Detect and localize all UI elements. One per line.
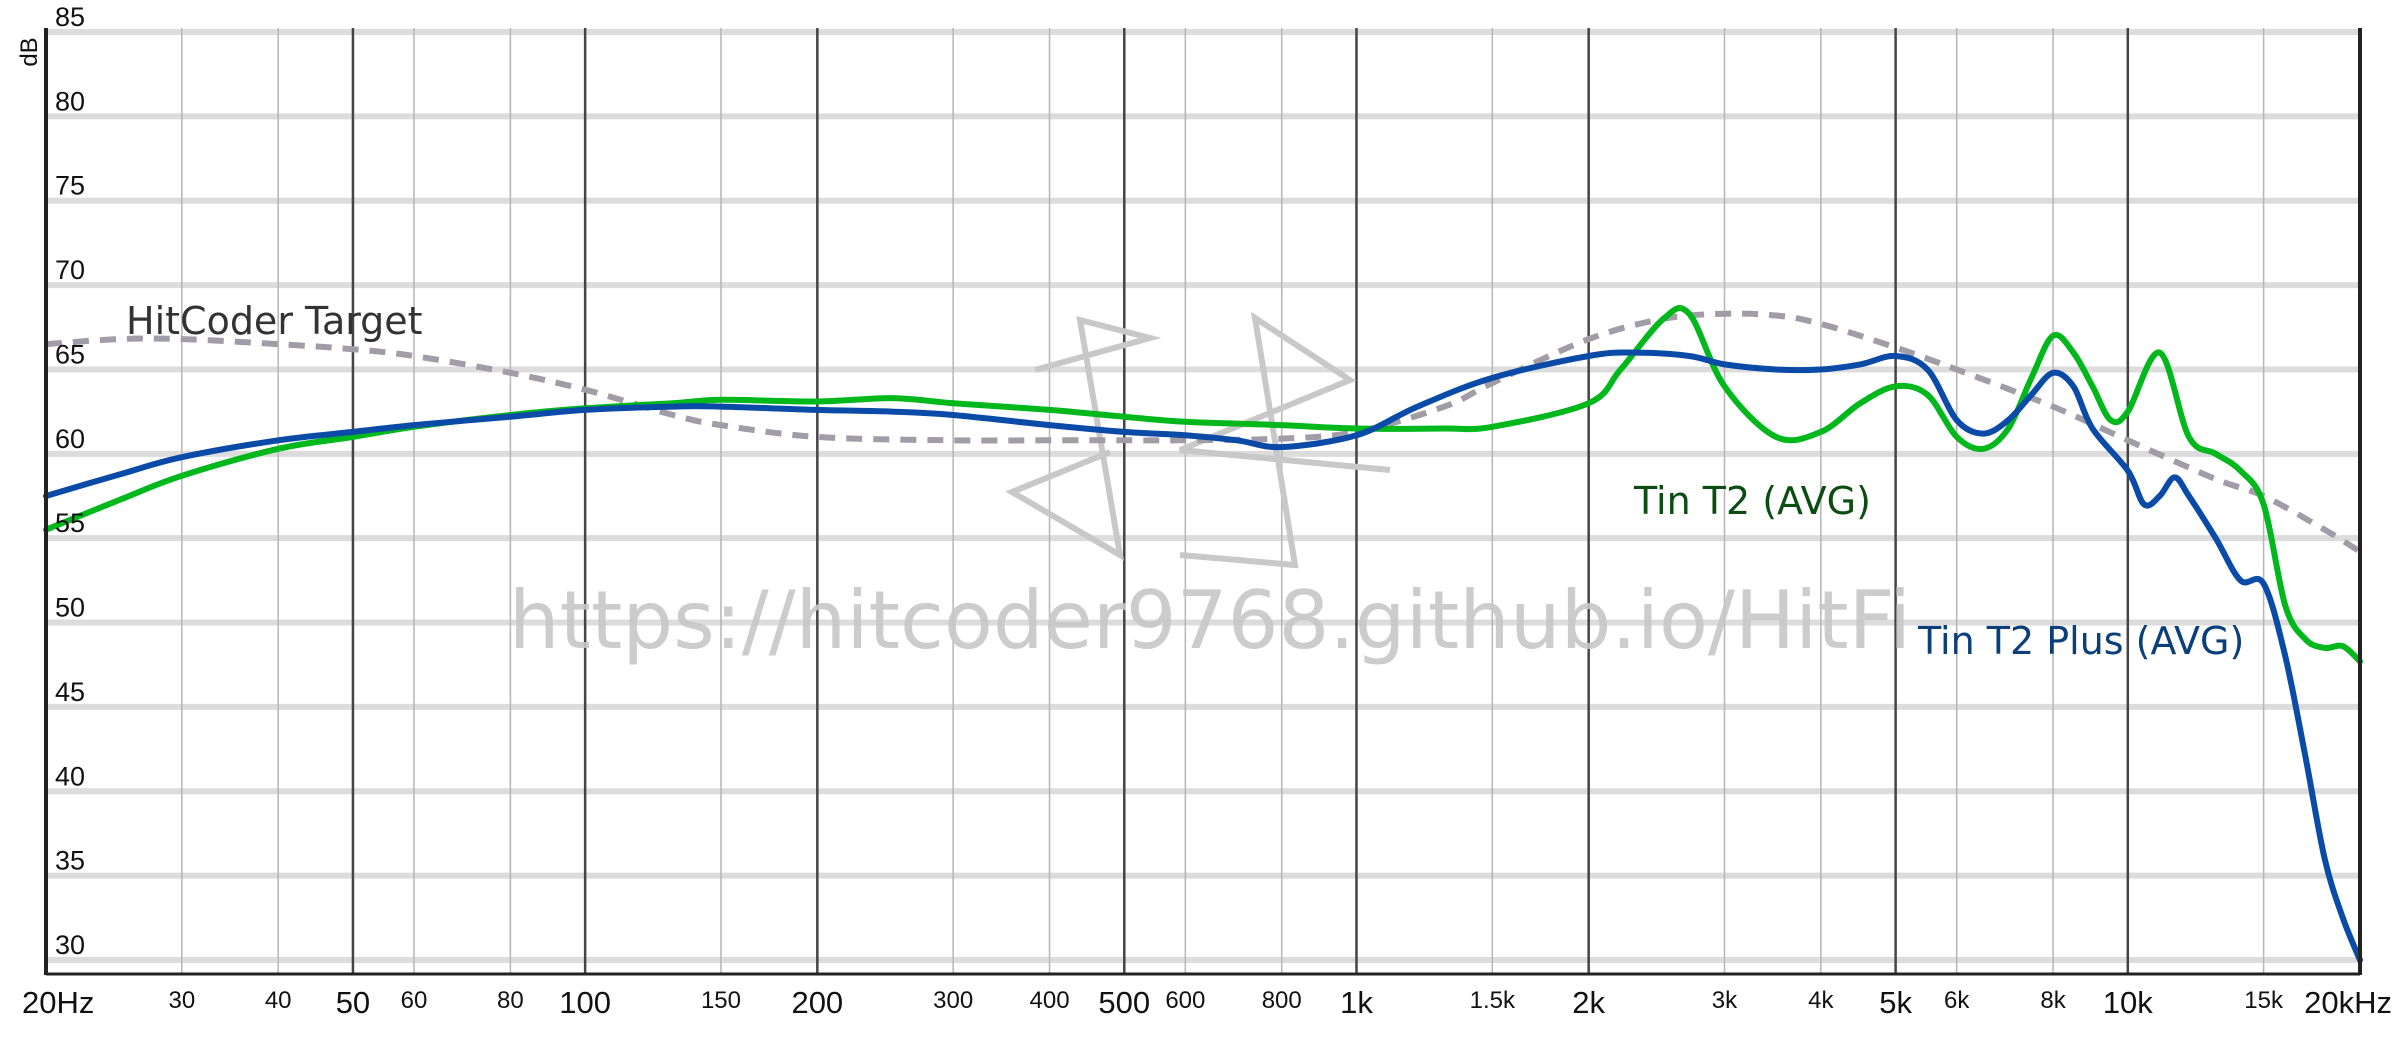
y-tick-label: 70: [55, 255, 85, 285]
watermark-url: https://hitcoder9768.github.io/HitFi: [509, 574, 1911, 667]
y-tick-label: 60: [55, 424, 85, 454]
y-tick-label: 30: [55, 930, 85, 960]
x-tick-label: 20Hz: [22, 985, 94, 1020]
x-gridlines: [181, 28, 2265, 974]
y-tick-label: 65: [55, 339, 85, 369]
x-tick-label: 600: [1165, 987, 1205, 1014]
x-tick-label: 500: [1098, 985, 1150, 1020]
y-axis-unit: dB: [16, 37, 43, 66]
x-tick-label: 1.5k: [1470, 987, 1516, 1014]
y-tick-labels: 30 35 40 45 50 55 60 65 70 75 80 85: [55, 2, 85, 960]
x-tick-label: 1k: [1340, 985, 1373, 1020]
target-curve: [45, 310, 2362, 555]
x-tick-label: 60: [401, 987, 428, 1014]
series-lines: [43, 305, 2363, 963]
x-tick-label: 15k: [2244, 987, 2284, 1014]
x-tick-label: 400: [1030, 987, 1070, 1014]
x-tick-label: 200: [791, 985, 843, 1020]
x-tick-label: 300: [933, 987, 973, 1014]
x-tick-label: 800: [1262, 987, 1302, 1014]
x-tick-labels: 20Hz 30 40 50 60 80 100 150 200 300 400 500 600 800 1k…: [22, 985, 2392, 1020]
x-tick-label: 40: [265, 987, 292, 1014]
annotation-tin-t2-plus: Tin T2 Plus (AVG): [1917, 619, 2244, 663]
x-tick-label: 50: [336, 985, 370, 1020]
y-tick-label: 75: [55, 171, 85, 201]
x-tick-label: 10k: [2103, 985, 2153, 1020]
y-tick-label: 80: [55, 86, 85, 116]
y-gridlines: [46, 29, 2360, 963]
x-tick-label: 30: [168, 987, 195, 1014]
x-tick-label: 8k: [2040, 987, 2066, 1014]
y-tick-label: 40: [55, 761, 85, 791]
y-tick-label: 50: [55, 593, 85, 623]
y-tick-label: 45: [55, 677, 85, 707]
y-tick-label: 85: [55, 2, 85, 32]
x-tick-label: 6k: [1944, 987, 1970, 1014]
annotation-tin-t2: Tin T2 (AVG): [1633, 479, 1871, 523]
x-tick-label: 20kHz: [2304, 985, 2392, 1020]
tin-t2-plus-curve: [43, 349, 2363, 963]
y-tick-label: 55: [55, 508, 85, 538]
x-tick-label: 80: [497, 987, 524, 1014]
x-tick-label: 100: [559, 985, 611, 1020]
x-tick-label: 3k: [1712, 987, 1738, 1014]
x-tick-label: 4k: [1808, 987, 1834, 1014]
y-tick-label: 35: [55, 846, 85, 876]
x-tick-label: 5k: [1879, 985, 1912, 1020]
annotation-target: HitCoder Target: [126, 299, 423, 343]
x-tick-label: 2k: [1572, 985, 1605, 1020]
x-tick-label: 150: [701, 987, 741, 1014]
